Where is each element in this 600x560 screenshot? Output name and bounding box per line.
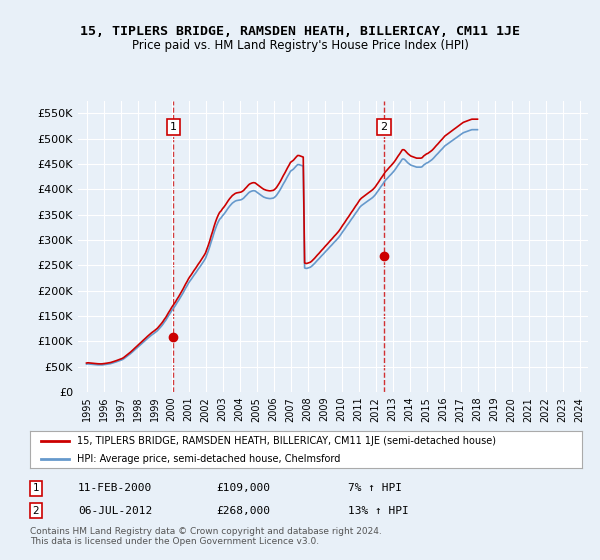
Text: 06-JUL-2012: 06-JUL-2012 [78,506,152,516]
Text: 15, TIPLERS BRIDGE, RAMSDEN HEATH, BILLERICAY, CM11 1JE: 15, TIPLERS BRIDGE, RAMSDEN HEATH, BILLE… [80,25,520,38]
Text: 1: 1 [170,122,177,132]
Text: Contains HM Land Registry data © Crown copyright and database right 2024.
This d: Contains HM Land Registry data © Crown c… [30,526,382,546]
Text: 15, TIPLERS BRIDGE, RAMSDEN HEATH, BILLERICAY, CM11 1JE (semi-detached house): 15, TIPLERS BRIDGE, RAMSDEN HEATH, BILLE… [77,436,496,446]
Text: HPI: Average price, semi-detached house, Chelmsford: HPI: Average price, semi-detached house,… [77,454,340,464]
Text: £268,000: £268,000 [216,506,270,516]
Text: £109,000: £109,000 [216,483,270,493]
Text: 1: 1 [32,483,40,493]
Text: 7% ↑ HPI: 7% ↑ HPI [348,483,402,493]
Text: 2: 2 [32,506,40,516]
Text: Price paid vs. HM Land Registry's House Price Index (HPI): Price paid vs. HM Land Registry's House … [131,39,469,52]
Text: 2: 2 [380,122,388,132]
Text: 13% ↑ HPI: 13% ↑ HPI [348,506,409,516]
Text: 11-FEB-2000: 11-FEB-2000 [78,483,152,493]
